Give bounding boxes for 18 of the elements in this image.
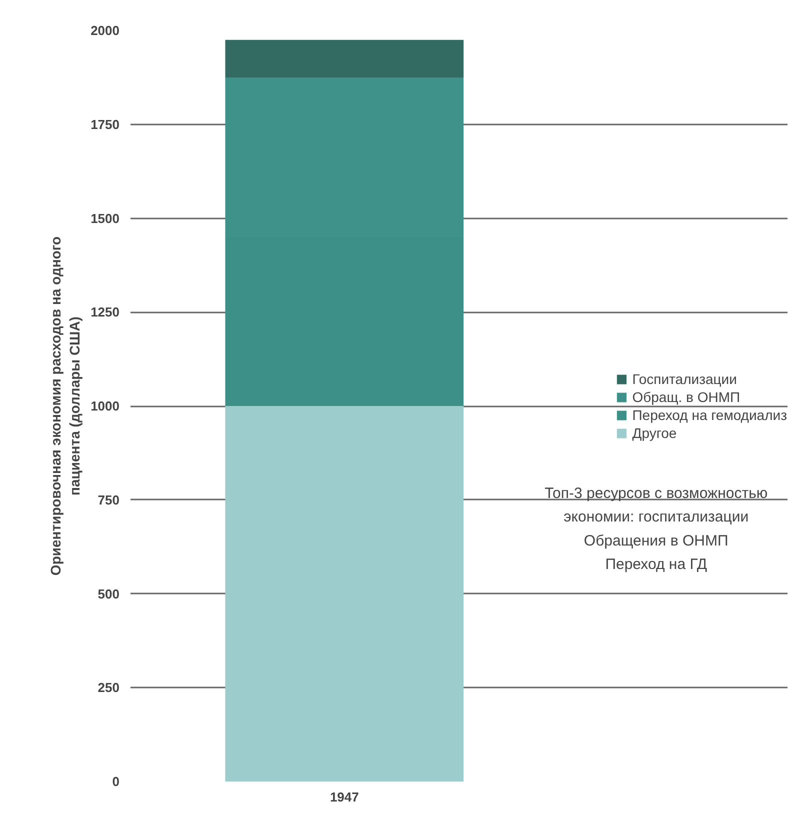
- y-tick-label: 1500: [90, 210, 120, 226]
- legend-label: Другое: [632, 424, 677, 440]
- legend-label: Обращ. в ОНМП: [632, 388, 740, 404]
- x-tick-label: 1947: [330, 790, 359, 804]
- y-tick-label: 250: [98, 680, 120, 696]
- y-axis-title: Ориентировочная экономия расходов на одного пациента (доллары США): [47, 236, 83, 576]
- y-tick-label: 2000: [90, 23, 120, 38]
- y-tick-label: 0: [112, 774, 120, 789]
- y-tick-label: 1250: [90, 304, 120, 320]
- y-tick-label: 1000: [90, 398, 120, 414]
- bar: [225, 40, 464, 78]
- annotation: Топ-3 ресурсов с возможностью экономии: госпитализации Обращения в ОНМП Переход на ГД: [544, 484, 768, 574]
- y-tick-label: 500: [98, 586, 120, 602]
- legend-label: Госпитализации: [632, 370, 737, 386]
- bar: [225, 406, 464, 782]
- y-tick-label: 1750: [90, 116, 120, 132]
- legend-label: Переход на гемодиализ: [632, 406, 787, 422]
- y-tick-label: 750: [98, 492, 120, 508]
